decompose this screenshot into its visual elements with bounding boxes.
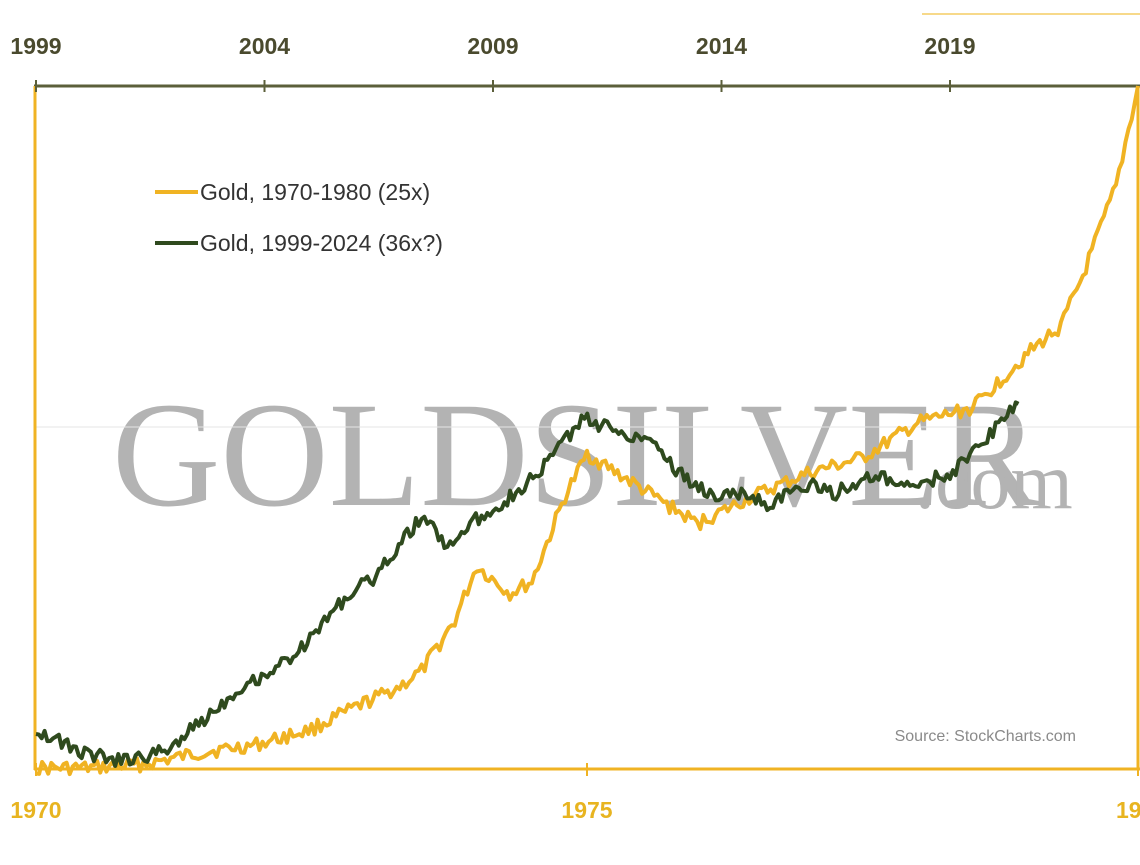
top-axis-ticks: 1999 2004 2009 2014 2019 bbox=[10, 33, 976, 92]
top-tick-label-2004: 2004 bbox=[239, 33, 290, 59]
source-note: Source: StockCharts.com bbox=[895, 728, 1076, 745]
series-layer bbox=[35, 85, 1140, 777]
bottom-tick-label-1970: 1970 bbox=[10, 797, 61, 823]
watermark: GOLDSILVER .com bbox=[112, 372, 1073, 538]
bottom-axis-ticks: 1970 1975 19 bbox=[10, 763, 1140, 823]
bottom-tick-label-19: 19 bbox=[1116, 797, 1140, 823]
top-tick-label-2014: 2014 bbox=[696, 33, 747, 59]
watermark-main: GOLDSILVER bbox=[112, 372, 1040, 538]
watermark-suffix: .com bbox=[915, 438, 1073, 526]
top-tick-label-1999: 1999 bbox=[10, 33, 61, 59]
series-line-gold-1999-2024 bbox=[35, 400, 1020, 768]
legend-label-1999: Gold, 1999-2024 (36x?) bbox=[200, 230, 443, 256]
top-tick-label-2019: 2019 bbox=[924, 33, 975, 59]
series-line-gold-1970-1980 bbox=[35, 85, 1140, 777]
bottom-tick-label-1975: 1975 bbox=[561, 797, 612, 823]
legend-label-1970: Gold, 1970-1980 (25x) bbox=[200, 179, 430, 205]
top-tick-label-2009: 2009 bbox=[467, 33, 518, 59]
legend: Gold, 1970-1980 (25x) Gold, 1999-2024 (3… bbox=[155, 179, 443, 256]
